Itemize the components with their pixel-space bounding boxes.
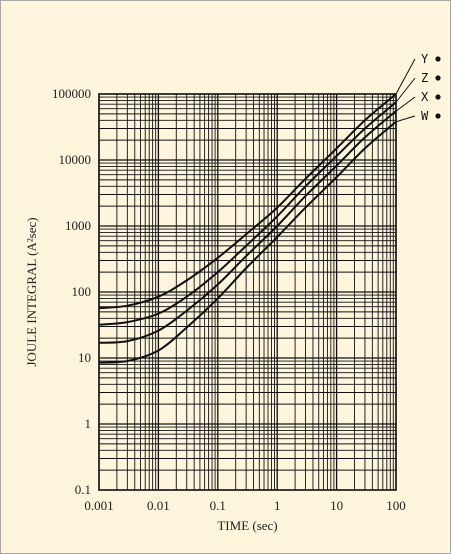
plot-border <box>98 93 397 491</box>
series-line-y <box>98 93 397 310</box>
legend-label: X <box>421 90 429 104</box>
legend-label: W <box>421 109 429 123</box>
x-tick-label: 100 <box>386 498 406 513</box>
x-tick-label: 0.001 <box>84 498 113 513</box>
x-tick-label: 0.1 <box>210 498 226 513</box>
legend-dot <box>435 94 441 100</box>
x-axis-label: TIME (sec) <box>217 518 277 533</box>
x-tick-label: 10 <box>330 498 343 513</box>
legend-dot <box>435 56 441 62</box>
series-line-w <box>98 120 397 364</box>
curves <box>98 93 397 364</box>
y-tick-label: 10000 <box>59 152 92 167</box>
legend-leader-line <box>395 58 416 95</box>
y-tick-label: 100 <box>72 284 92 299</box>
y-tick-label: 10 <box>78 350 91 365</box>
y-axis-label: JOULE INTEGRAL (A²sec) <box>24 217 39 366</box>
legend-label: Y <box>421 52 429 66</box>
series-line-x <box>98 110 397 344</box>
legend-dot <box>435 113 441 119</box>
series-line-z <box>98 101 397 326</box>
y-tick-label: 1000 <box>65 218 91 233</box>
legend-label: Z <box>421 71 428 85</box>
y-tick-label: 0.1 <box>75 482 91 497</box>
x-tick-label: 1 <box>274 498 281 513</box>
tick-labels: 0.001 0.01 0.1 1 10 100 0.1 1 10 100 1000 10000 1000… <box>52 86 406 513</box>
grid <box>98 93 397 491</box>
y-tick-label: 100000 <box>52 86 91 101</box>
x-tick-label: 0.01 <box>147 498 170 513</box>
y-tick-label: 1 <box>85 416 92 431</box>
legend-leader-line <box>395 96 416 112</box>
legend-leader-line <box>395 115 416 123</box>
legend-dot <box>435 75 441 81</box>
legend-leader-line <box>395 77 416 103</box>
